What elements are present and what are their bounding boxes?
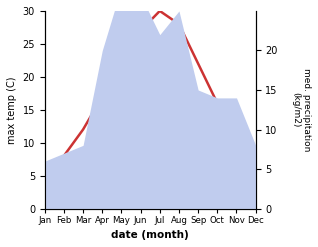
X-axis label: date (month): date (month) xyxy=(111,230,189,240)
Y-axis label: max temp (C): max temp (C) xyxy=(7,76,17,144)
Y-axis label: med. precipitation
(kg/m2): med. precipitation (kg/m2) xyxy=(292,68,311,151)
